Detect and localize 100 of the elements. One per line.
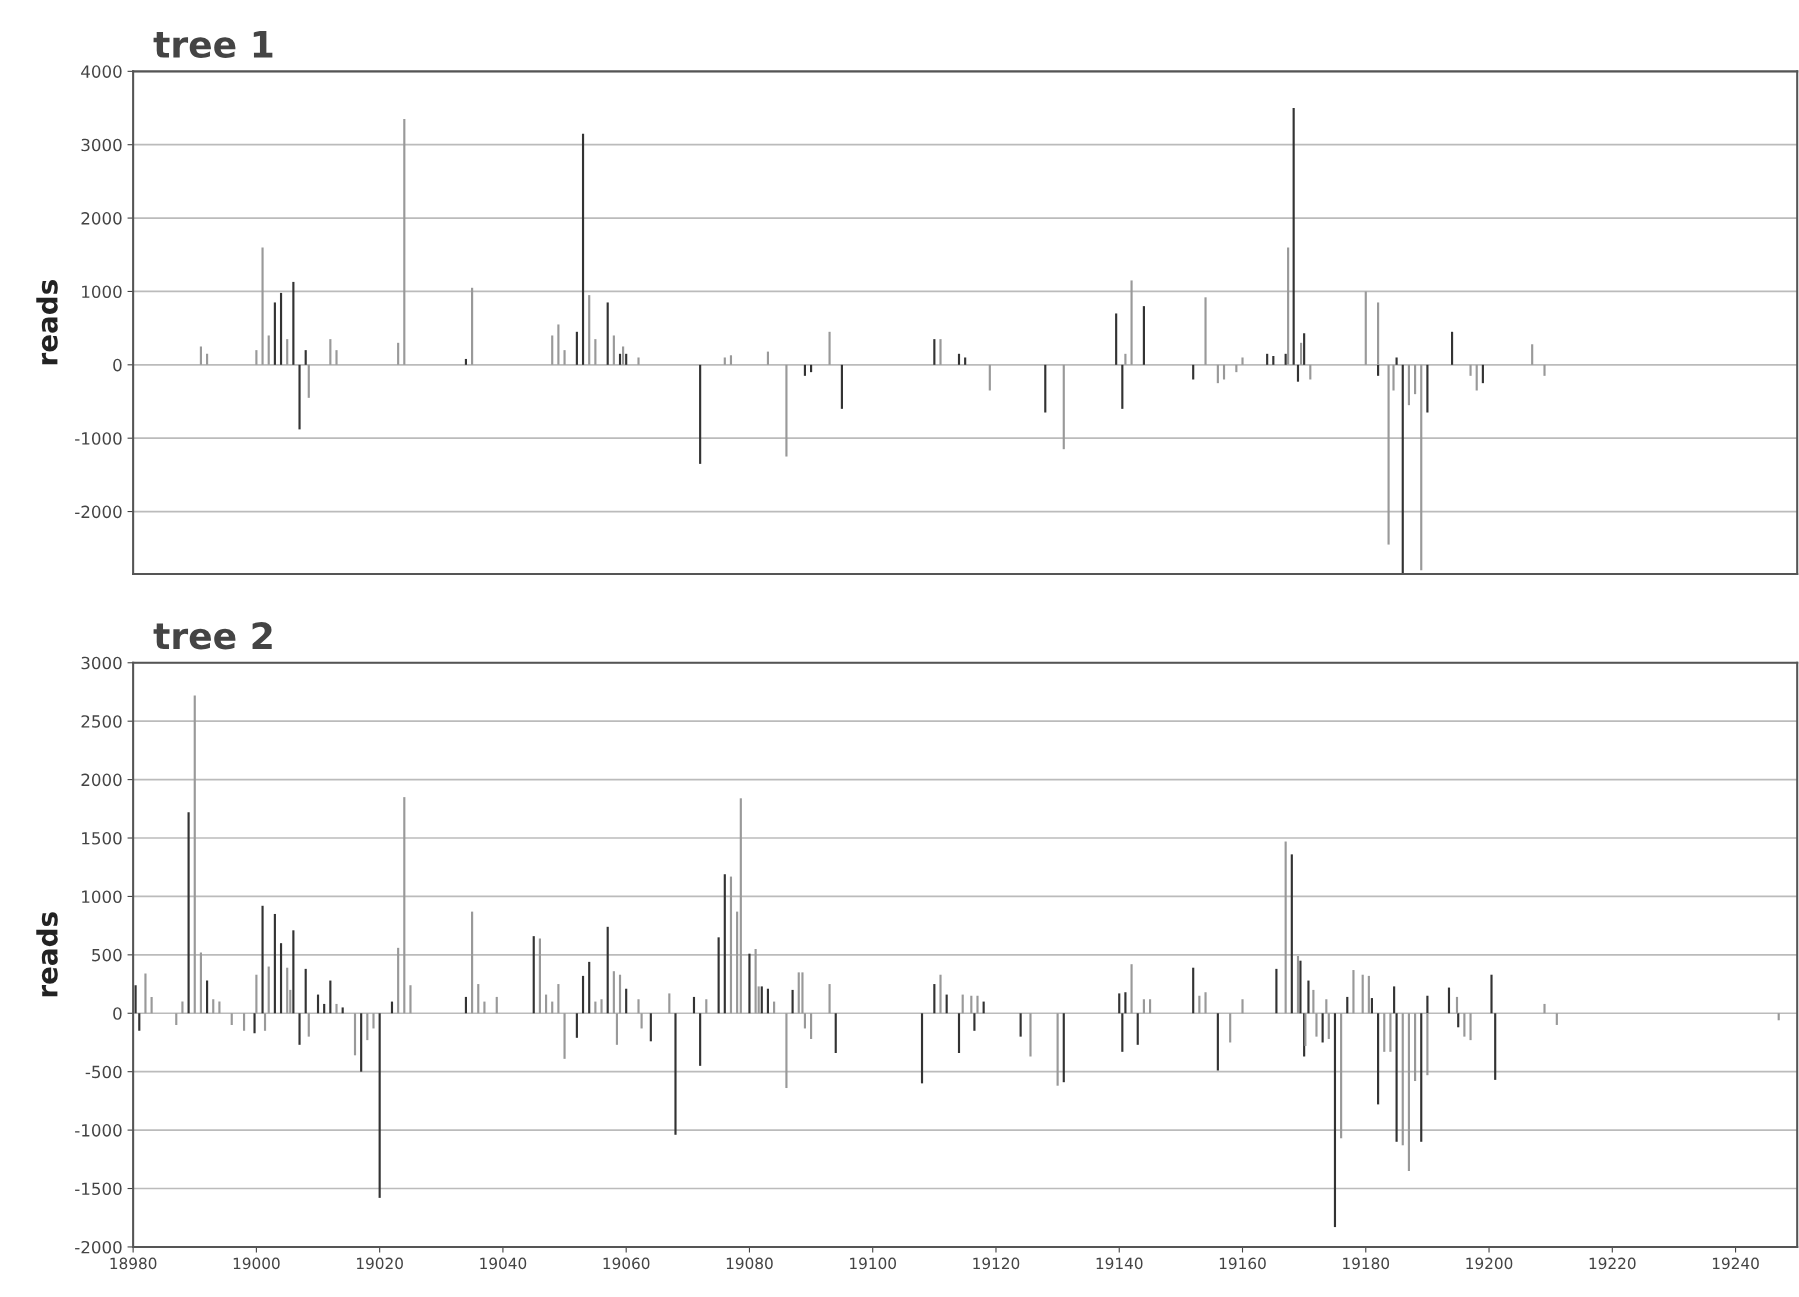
x-tick-label: 18980 — [110, 1257, 157, 1270]
bar — [206, 353, 209, 365]
x-tick-label: 19040 — [480, 1257, 527, 1270]
y-tick-label: 500 — [92, 948, 122, 962]
bar — [618, 974, 622, 1014]
bar — [1377, 1013, 1380, 1105]
bar — [606, 926, 609, 1014]
x-tick-label: 19240 — [1712, 1257, 1759, 1270]
bar — [298, 364, 301, 430]
bar — [612, 971, 615, 1014]
bar — [1407, 1013, 1410, 1171]
bar — [615, 1013, 619, 1045]
bar — [255, 974, 258, 1014]
y-tick-label: 1000 — [82, 285, 122, 299]
bar — [279, 943, 283, 1014]
bar — [791, 989, 794, 1014]
x-tick-label: 19180 — [1343, 1257, 1390, 1270]
bar — [1130, 964, 1133, 1014]
bar — [1192, 967, 1195, 1014]
bar — [1389, 1013, 1392, 1052]
y-tick-label: 1000 — [82, 890, 122, 903]
bar — [1395, 1013, 1398, 1142]
bar — [600, 999, 603, 1014]
bar — [1292, 108, 1295, 365]
bar — [785, 364, 788, 457]
bar — [1352, 970, 1355, 1014]
y-tick-label: -500 — [85, 1065, 122, 1079]
bar — [341, 1007, 344, 1014]
bar — [1392, 364, 1395, 391]
bar — [495, 996, 498, 1014]
bar — [957, 1013, 961, 1053]
bar — [1387, 364, 1390, 545]
x-tick-label: 19220 — [1589, 1257, 1636, 1270]
y-tick-label: 2000 — [81, 212, 122, 225]
bar — [1121, 364, 1124, 409]
bar — [803, 364, 806, 376]
bar — [563, 350, 566, 365]
bar — [557, 324, 560, 365]
bar — [273, 913, 276, 1014]
bar — [606, 302, 609, 365]
bar — [723, 357, 726, 365]
bar — [532, 936, 535, 1014]
bar — [622, 346, 625, 365]
bar — [699, 1013, 702, 1066]
bar — [267, 966, 270, 1014]
bar — [594, 339, 597, 365]
bar — [292, 930, 295, 1014]
bar — [1463, 1013, 1466, 1037]
bar — [1142, 306, 1145, 365]
bar — [298, 1013, 301, 1045]
bar — [1299, 960, 1302, 1014]
bar — [1777, 1013, 1780, 1021]
bar — [581, 975, 585, 1014]
bar — [828, 331, 831, 365]
bar — [1426, 364, 1429, 413]
bar — [945, 994, 948, 1014]
x-tick-label: 19080 — [726, 1257, 773, 1270]
x-tick-label: 19060 — [603, 1257, 650, 1270]
bar — [134, 985, 137, 1014]
bar — [563, 1013, 566, 1059]
bar — [323, 1003, 326, 1014]
bar — [1346, 996, 1349, 1014]
bar — [1340, 1013, 1343, 1139]
bar — [557, 984, 560, 1014]
bar — [304, 968, 307, 1014]
bar — [834, 1013, 837, 1053]
bar — [1414, 364, 1417, 395]
bar — [261, 247, 264, 365]
bar — [1029, 1013, 1032, 1057]
bar — [483, 1001, 486, 1014]
bar — [267, 335, 270, 365]
bar — [723, 874, 726, 1014]
y-tick-label: 1500 — [82, 831, 122, 845]
bar — [273, 302, 276, 365]
x-tick-label: 19100 — [850, 1257, 896, 1270]
bar — [1494, 1013, 1497, 1080]
bar — [255, 350, 258, 365]
bar — [335, 350, 338, 365]
bar — [1296, 364, 1300, 382]
bar — [1321, 1013, 1324, 1043]
bar — [471, 911, 474, 1014]
bar — [144, 973, 147, 1014]
bar — [150, 996, 153, 1014]
x-tick-label: 19000 — [233, 1257, 280, 1270]
bar — [1312, 989, 1315, 1014]
bar — [1361, 974, 1364, 1014]
bar — [286, 967, 289, 1014]
y-tick-label: -1000 — [75, 432, 122, 445]
bar — [1204, 992, 1207, 1014]
bar — [964, 357, 967, 365]
bar — [1307, 980, 1310, 1014]
bar — [1325, 999, 1328, 1014]
bar — [1450, 331, 1454, 365]
bar — [699, 364, 702, 464]
x-tick-label: 19120 — [973, 1257, 1020, 1270]
bar — [637, 999, 640, 1014]
bar — [1062, 364, 1065, 450]
bar — [1275, 968, 1278, 1014]
bar — [988, 364, 991, 391]
bar — [307, 364, 310, 398]
